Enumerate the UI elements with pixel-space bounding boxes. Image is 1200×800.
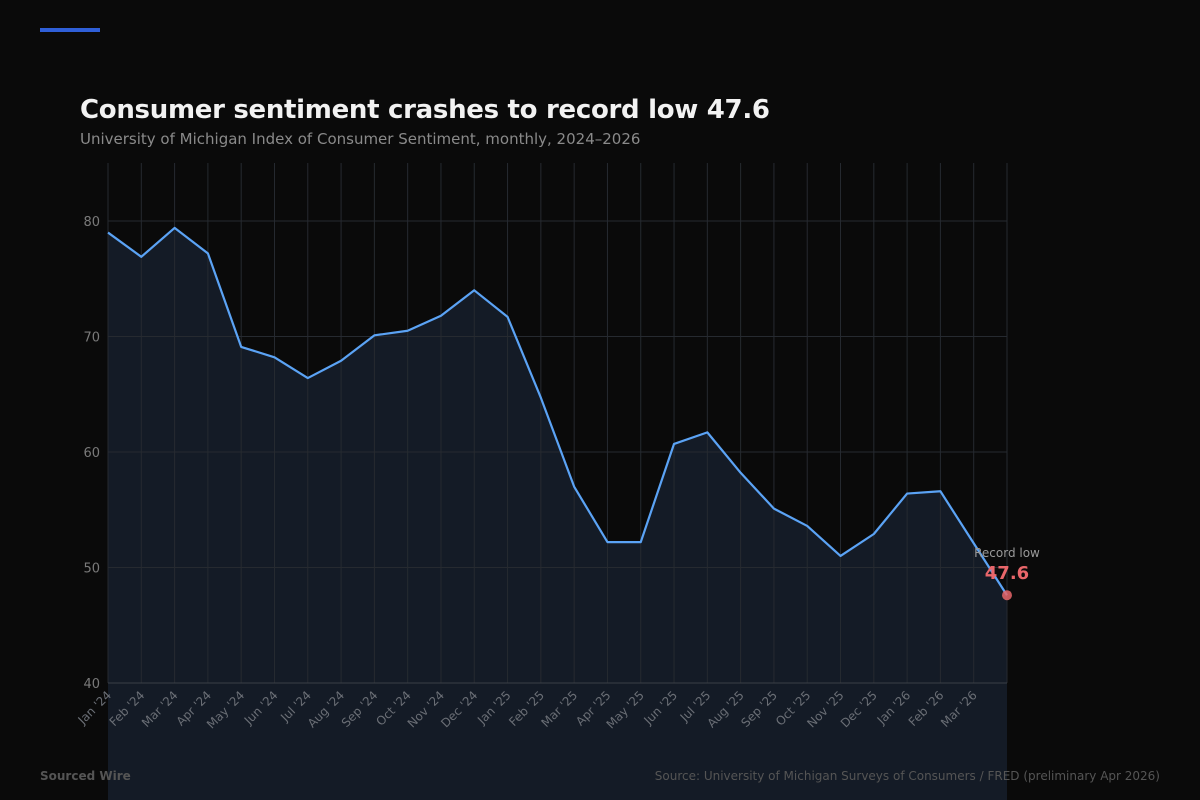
accent-bar (40, 28, 100, 32)
chart-subtitle: University of Michigan Index of Consumer… (80, 130, 641, 148)
y-tick-label: 50 (83, 562, 100, 577)
series-line (107, 226, 1008, 596)
area-fill (108, 227, 1007, 800)
annotation-value: 47.6 (985, 563, 1029, 584)
chart-title: Consumer sentiment crashes to record low… (80, 95, 770, 125)
y-tick-label: 80 (83, 215, 100, 230)
brand-label: Sourced Wire (40, 769, 131, 783)
y-tick-label: 70 (83, 331, 100, 346)
y-tick-label: 60 (83, 446, 100, 461)
annotation-label: Record low (974, 546, 1040, 560)
source-note: Source: University of Michigan Surveys o… (654, 769, 1160, 783)
record-low-marker (1002, 590, 1012, 601)
y-tick-label: 40 (83, 677, 100, 692)
